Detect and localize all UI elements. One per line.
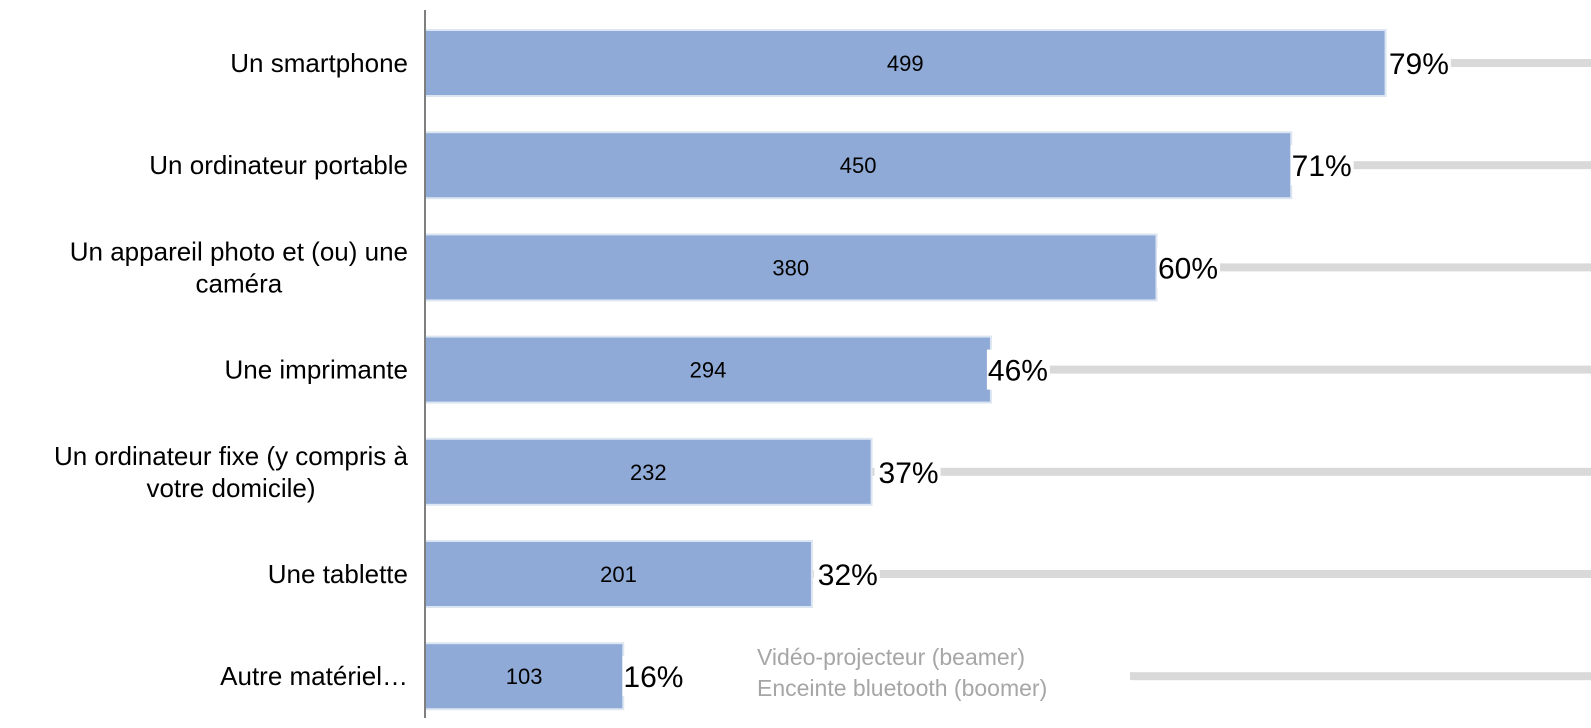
value-label: 499 xyxy=(887,51,924,76)
percent-label-bg xyxy=(816,554,877,594)
percent-track xyxy=(879,570,1591,578)
percent-label-bg xyxy=(986,349,1047,390)
category-label: Un smartphone xyxy=(230,48,408,78)
category-label: Une imprimante xyxy=(224,355,408,385)
category-label: Autre matériel… xyxy=(220,661,408,691)
annotation-line-2: Enceinte bluetooth (boomer) xyxy=(757,675,1047,701)
percent-track xyxy=(1220,263,1591,272)
percent-labels: 79% 71% 60% 46% 37% 32% 16% xyxy=(622,43,1449,697)
percent-label: 60% xyxy=(1158,252,1218,285)
percent-label: 79% xyxy=(1389,48,1449,81)
percent-label-bg xyxy=(622,656,683,697)
category-label: Un ordinateur portable xyxy=(149,150,408,180)
percent-label-bg xyxy=(1157,247,1217,288)
percent-track xyxy=(1450,59,1591,67)
value-label: 201 xyxy=(600,562,637,587)
percent-label: 16% xyxy=(623,661,683,694)
bar xyxy=(424,540,813,608)
category-label: Un appareil photo et (ou) une caméra xyxy=(70,236,408,298)
bar xyxy=(424,642,625,711)
percent-label-bg xyxy=(1387,43,1448,83)
autre-annotation: Vidéo-projecteur (beamer) Enceinte bluet… xyxy=(757,644,1047,701)
category-label: Une tablette xyxy=(268,559,408,589)
percent-track xyxy=(940,467,1591,476)
value-label: 232 xyxy=(630,460,667,485)
value-label: 103 xyxy=(506,664,543,689)
percent-label-bg xyxy=(877,451,938,492)
percent-track xyxy=(1353,161,1591,170)
category-label: Un ordinateur fixe (y compris à votre dom… xyxy=(54,441,409,503)
value-label: 294 xyxy=(690,358,727,383)
percent-label-bg xyxy=(1290,145,1351,186)
bar xyxy=(424,335,992,404)
percent-label: 46% xyxy=(988,355,1048,388)
bar xyxy=(424,233,1158,302)
percent-track xyxy=(1049,365,1591,374)
bar xyxy=(424,29,1387,97)
value-label: 450 xyxy=(840,153,877,178)
percent-label: 37% xyxy=(879,457,939,490)
percent-label: 71% xyxy=(1292,150,1352,183)
category-labels: Un smartphone Un ordinateur portable Un ap… xyxy=(54,48,409,691)
bar xyxy=(424,437,873,506)
percent-label: 32% xyxy=(818,559,878,592)
value-label: 380 xyxy=(772,255,809,280)
annotation-line-1: Vidéo-projecteur (beamer) xyxy=(757,644,1025,670)
value-labels: 499 450 380 294 232 201 103 xyxy=(506,51,924,689)
percent-track xyxy=(1130,672,1591,681)
